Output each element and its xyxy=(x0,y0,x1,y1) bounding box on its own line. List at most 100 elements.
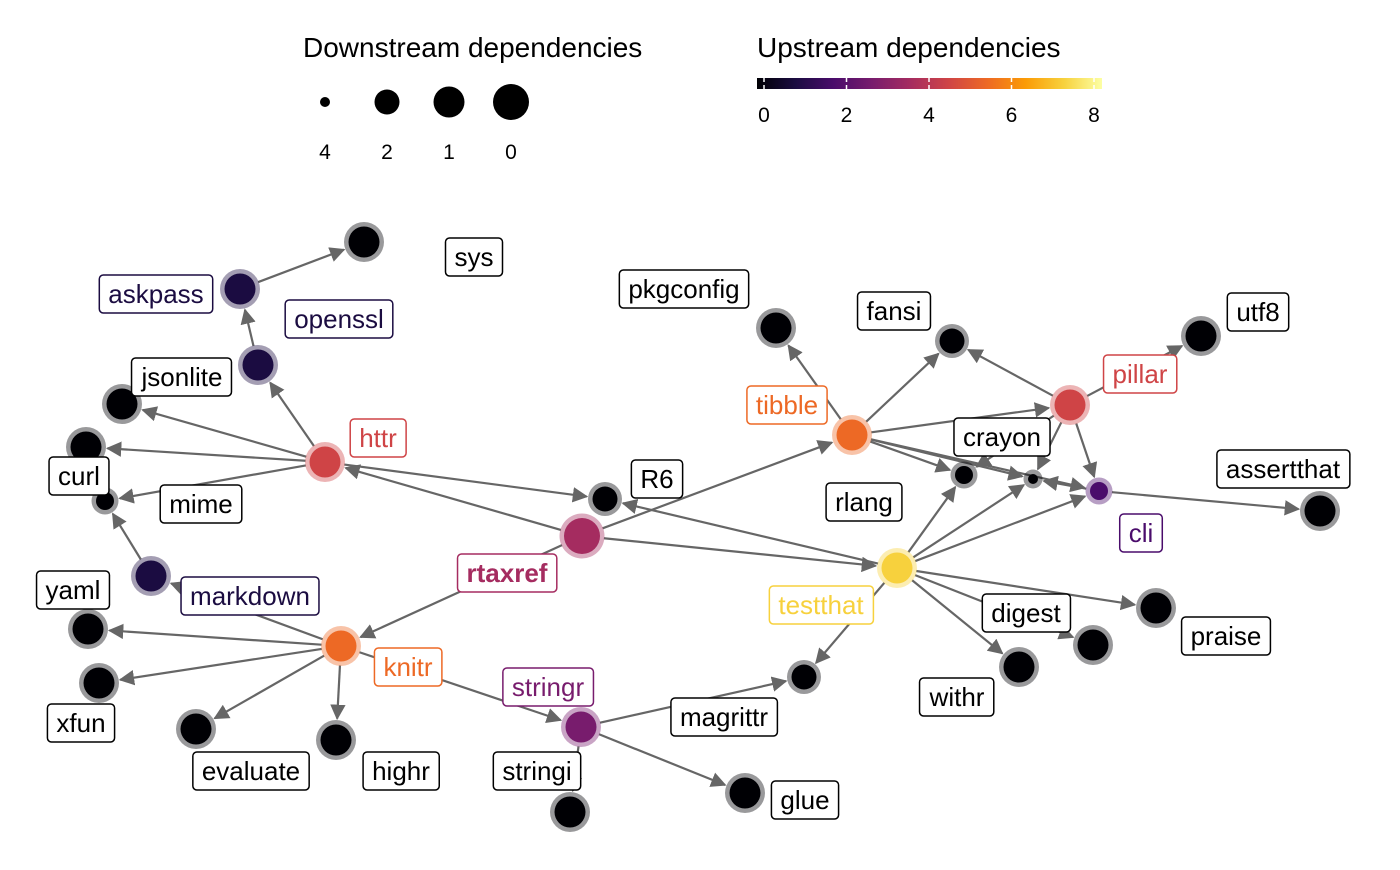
node-label-text: mime xyxy=(169,489,233,519)
edge-httr-jsonlite xyxy=(141,406,307,458)
edge-tibble-fansi xyxy=(865,352,940,423)
node-testthat[interactable] xyxy=(877,548,917,588)
size-legend-key: 4 xyxy=(319,97,331,164)
node-dot xyxy=(1304,495,1336,527)
label-R6: R6 xyxy=(630,459,684,499)
node-assertthat[interactable] xyxy=(1300,491,1340,531)
node-glue[interactable] xyxy=(725,773,765,813)
label-stringr: stringr xyxy=(502,667,595,707)
node-dot xyxy=(554,796,586,828)
node-label-text: knitr xyxy=(383,652,432,682)
label-markdown: markdown xyxy=(180,576,320,616)
node-crayon[interactable] xyxy=(1023,469,1043,489)
node-highr[interactable] xyxy=(316,720,356,760)
node-askpass[interactable] xyxy=(220,269,260,309)
node-label-text: evaluate xyxy=(202,756,300,786)
node-dot xyxy=(1003,651,1035,683)
label-box xyxy=(770,780,840,820)
size-legend-tick: 4 xyxy=(319,141,331,164)
label-box xyxy=(1118,513,1164,553)
label-box xyxy=(373,647,443,687)
node-magrittr[interactable] xyxy=(787,660,821,694)
edge-rtaxref-testthat xyxy=(603,537,878,573)
label-fansi: fansi xyxy=(856,291,932,331)
node-praise[interactable] xyxy=(1136,588,1176,628)
node-tibble[interactable] xyxy=(832,415,872,455)
node-pillar[interactable] xyxy=(1050,385,1090,425)
node-xfun[interactable] xyxy=(79,663,119,703)
label-praise: praise xyxy=(1180,616,1272,656)
node-label-text: stringi xyxy=(502,756,571,786)
node-utf8[interactable] xyxy=(1181,316,1221,356)
node-dot xyxy=(565,711,597,743)
label-rtaxref: rtaxref xyxy=(456,553,558,593)
edge-askpass-sys xyxy=(257,247,346,284)
label-pkgconfig: pkgconfig xyxy=(618,269,750,309)
node-withr[interactable] xyxy=(999,647,1039,687)
edge-testthat-withr xyxy=(911,579,1004,655)
node-label-text: highr xyxy=(372,756,430,786)
node-cli[interactable] xyxy=(1085,477,1113,505)
node-rlang[interactable] xyxy=(950,461,978,489)
label-box xyxy=(856,291,932,331)
node-label-text: pkgconfig xyxy=(628,274,739,304)
edge-tibble-pkgconfig xyxy=(787,344,842,420)
node-fansi[interactable] xyxy=(935,324,969,358)
node-dot xyxy=(1140,592,1172,624)
label-box xyxy=(1102,354,1178,394)
label-tibble: tibble xyxy=(746,385,828,425)
node-label-text: crayon xyxy=(963,422,1041,452)
node-dot xyxy=(348,226,380,258)
node-openssl[interactable] xyxy=(238,345,278,385)
node-digest[interactable] xyxy=(1073,625,1113,665)
node-dot xyxy=(325,630,357,662)
node-label-text: tibble xyxy=(756,390,818,420)
color-legend-tick: 2 xyxy=(841,104,853,127)
edge-knitr-highr xyxy=(330,665,346,721)
node-knitr[interactable] xyxy=(321,626,361,666)
label-box xyxy=(48,456,110,496)
label-box xyxy=(180,576,320,616)
label-box xyxy=(98,274,214,314)
color-legend-tick: 4 xyxy=(923,104,935,127)
color-legend-tick: 6 xyxy=(1006,104,1018,127)
node-pkgconfig[interactable] xyxy=(756,308,796,348)
node-rtaxref[interactable] xyxy=(559,513,605,559)
node-label-text: digest xyxy=(991,598,1061,628)
node-dot xyxy=(135,560,167,592)
label-openssl: openssl xyxy=(284,299,394,339)
label-magrittr: magrittr xyxy=(670,697,779,737)
edge-markdown-mime xyxy=(111,512,142,560)
label-crayon: crayon xyxy=(953,417,1051,457)
node-R6[interactable] xyxy=(588,482,622,516)
label-box xyxy=(130,357,233,397)
node-stringi[interactable] xyxy=(550,792,590,832)
node-dot xyxy=(955,466,973,484)
edge-knitr-xfun xyxy=(118,647,322,686)
node-dot xyxy=(309,446,341,478)
node-httr[interactable] xyxy=(305,442,345,482)
edge-rtaxref-tibble xyxy=(602,440,834,530)
label-box xyxy=(46,703,116,743)
label-askpass: askpass xyxy=(98,274,214,314)
label-box xyxy=(492,751,582,791)
node-dot xyxy=(939,328,965,354)
node-evaluate[interactable] xyxy=(176,709,216,749)
label-box xyxy=(746,385,828,425)
edge-openssl-askpass xyxy=(240,308,256,347)
node-stringr[interactable] xyxy=(561,707,601,747)
label-testthat: testthat xyxy=(768,585,875,625)
edge-httr-R6 xyxy=(344,463,589,503)
label-box xyxy=(1226,292,1290,332)
node-label-text: httr xyxy=(359,423,397,453)
size-legend-key: 1 xyxy=(433,86,465,164)
label-rlang: rlang xyxy=(825,482,903,522)
label-box xyxy=(456,553,558,593)
node-sys[interactable] xyxy=(344,222,384,262)
label-box xyxy=(670,697,779,737)
label-box xyxy=(362,751,440,791)
edge-testthat-praise xyxy=(916,569,1137,611)
node-markdown[interactable] xyxy=(131,556,171,596)
edge-testthat-rlang xyxy=(907,485,957,553)
node-yaml[interactable] xyxy=(68,609,108,649)
